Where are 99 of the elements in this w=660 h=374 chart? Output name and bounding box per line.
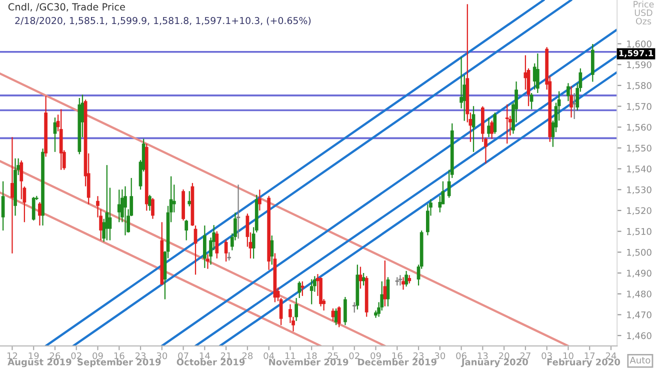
x2-tick-label: January 2020 — [460, 358, 528, 368]
candlestick — [300, 280, 304, 296]
y-tick-label: 1,530 — [627, 186, 652, 194]
y-tick-label: 1,460 — [627, 332, 652, 340]
candlestick — [358, 266, 362, 290]
x-tick-label: 12 — [7, 352, 18, 360]
candlestick — [38, 202, 42, 226]
x-tick-label: 06 — [456, 352, 466, 360]
text: 1,597.1 — [619, 50, 654, 58]
candlestick — [151, 197, 154, 220]
y-tick-label: 1,540 — [627, 166, 652, 174]
x-tick-label: 19 — [28, 352, 39, 360]
y-tick-label: 1,490 — [627, 270, 652, 278]
x-tick-label: 03 — [542, 352, 552, 360]
candlestick — [188, 190, 192, 207]
candlestick — [344, 296, 347, 326]
x-tick-label: 02 — [71, 352, 82, 360]
x2-tick-label: August 2019 — [8, 358, 72, 368]
candlestick — [536, 53, 540, 94]
x-tick-label: 16 — [392, 352, 402, 360]
candlestick — [383, 260, 387, 307]
x-tick-label: 21 — [220, 352, 231, 360]
candlestick — [10, 136, 14, 254]
x-tick-label: 17 — [584, 352, 595, 360]
x2-tick-label: September 2019 — [78, 358, 161, 368]
x-tick-label: 09 — [92, 352, 103, 360]
candlestick — [310, 278, 314, 305]
x2-tick-label: November 2019 — [269, 358, 348, 366]
text: 2/18/2020, 1,585.1, 1,599.9, 1,581.8, 1,597.1+10.3, (+0.65%) — [15, 16, 311, 26]
x-tick-label: 18 — [306, 352, 317, 360]
candlestick — [32, 196, 36, 222]
chart-title: Cndl, /GC30, Trade Price — [8, 2, 125, 12]
candlestick — [1, 180, 5, 232]
x-tick-label: 30 — [156, 352, 168, 360]
x-tick-label: 24 — [606, 352, 616, 360]
x2-tick-label: December 2019 — [358, 358, 436, 366]
candlestick — [572, 92, 577, 120]
candlestick — [404, 270, 408, 288]
candlestick — [362, 272, 366, 286]
candlestick — [108, 187, 112, 241]
candlestick — [493, 112, 497, 134]
y-tick-label: 1,550 — [627, 144, 652, 152]
x-tick-label: 09 — [370, 352, 381, 360]
candlestick — [334, 308, 338, 326]
x-tick-label: 27 — [520, 352, 530, 360]
x-tick-label: 02 — [349, 352, 360, 360]
x-tick-label: 23 — [413, 352, 424, 360]
candlestick — [386, 276, 390, 307]
x-tick-label: 10 — [563, 352, 574, 360]
x-tick-label: 11 — [285, 352, 296, 360]
x-tick-label: 04 — [264, 352, 274, 360]
y-axis-title: Price USD Ozs — [634, 0, 654, 24]
x-tick-label: 26 — [50, 352, 60, 360]
candlestick — [105, 164, 109, 241]
y-tick-label: 1,510 — [627, 228, 652, 236]
text: Auto — [630, 356, 650, 364]
candlestick — [402, 276, 405, 290]
candlestick — [124, 186, 127, 236]
candlestick — [570, 86, 573, 118]
y-tick-label: 1,570 — [627, 103, 652, 111]
candlestick — [215, 230, 219, 259]
candlestick — [224, 239, 228, 262]
x-tick-label: 16 — [114, 352, 124, 360]
x-tick-label: 20 — [498, 352, 510, 360]
candlestick — [53, 116, 57, 152]
x2-tick-label: February 2020 — [547, 358, 620, 368]
x-tick-label: 13 — [478, 352, 488, 360]
candlestick — [337, 306, 341, 328]
y-tick-label: 1,520 — [627, 207, 652, 215]
candlestick — [487, 116, 490, 138]
candlestick — [206, 254, 210, 270]
candlestick — [20, 160, 24, 200]
candlestick — [472, 106, 476, 152]
candlestick — [172, 184, 176, 213]
candlestick — [331, 308, 335, 322]
x-tick-label: 28 — [242, 352, 253, 360]
candlestick — [490, 120, 494, 140]
candlestick — [203, 224, 206, 269]
candlestick — [184, 219, 188, 241]
candlestick — [352, 302, 357, 314]
y-tick-label: 1,500 — [627, 248, 652, 257]
candlestick — [505, 104, 509, 144]
x-tick-label: 23 — [135, 352, 146, 360]
y-tick-label: 1,580 — [627, 82, 652, 90]
x-tick-label: 25 — [328, 352, 338, 360]
candlestick — [117, 189, 121, 223]
candlestick — [566, 82, 570, 102]
y-tick-label: 1,470 — [627, 311, 652, 320]
candlestick — [258, 189, 262, 212]
y-tick-label: 1,480 — [627, 290, 652, 298]
candlestick — [294, 297, 298, 322]
y-tick-label: 1,590 — [627, 61, 652, 70]
x2-tick-label: October 2019 — [176, 358, 245, 366]
x-tick-label: 07 — [178, 352, 188, 360]
y-tick-label: 1,600 — [627, 40, 652, 48]
y-tick-label: 1,560 — [627, 124, 652, 132]
candlestick — [298, 280, 302, 299]
x-tick-label: 30 — [434, 352, 446, 360]
x-tick-label: 14 — [200, 352, 210, 360]
